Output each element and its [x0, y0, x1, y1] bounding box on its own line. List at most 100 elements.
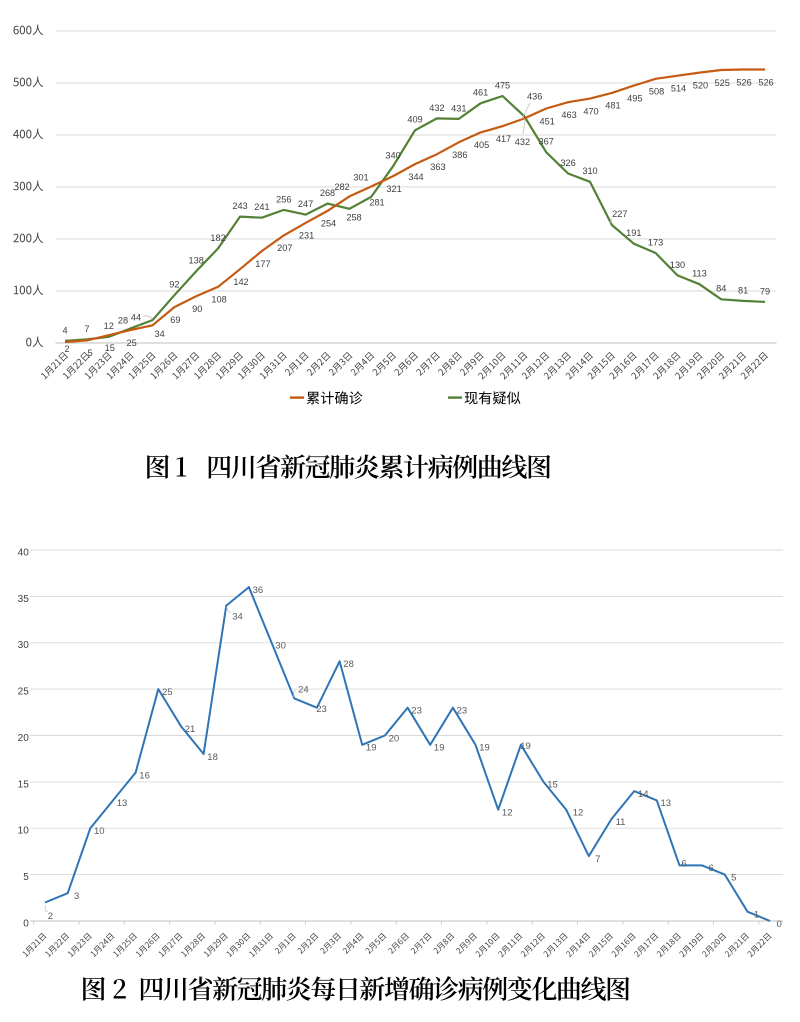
- svg-text:25: 25: [18, 687, 30, 698]
- svg-text:451: 451: [540, 116, 555, 126]
- svg-text:12: 12: [502, 808, 513, 819]
- svg-text:34: 34: [232, 611, 243, 622]
- svg-text:79: 79: [760, 286, 770, 296]
- svg-text:0: 0: [23, 918, 29, 929]
- svg-text:113: 113: [692, 269, 707, 279]
- svg-text:207: 207: [277, 243, 292, 253]
- svg-text:25: 25: [126, 338, 136, 348]
- svg-text:363: 363: [430, 162, 445, 172]
- svg-text:81: 81: [738, 285, 748, 295]
- svg-text:340: 340: [385, 151, 400, 161]
- svg-text:5: 5: [23, 872, 29, 883]
- svg-text:191: 191: [626, 228, 641, 238]
- svg-text:19: 19: [366, 743, 377, 754]
- svg-text:7: 7: [84, 324, 89, 334]
- svg-text:18: 18: [207, 752, 218, 763]
- svg-text:10: 10: [18, 826, 30, 837]
- svg-text:417: 417: [496, 134, 511, 144]
- svg-text:6: 6: [708, 863, 713, 874]
- svg-text:23: 23: [411, 706, 422, 717]
- svg-text:463: 463: [561, 110, 576, 120]
- svg-text:241: 241: [254, 202, 269, 212]
- svg-text:386: 386: [452, 150, 467, 160]
- svg-text:495: 495: [627, 93, 642, 103]
- svg-text:23: 23: [316, 704, 327, 715]
- svg-text:16: 16: [139, 770, 150, 781]
- svg-text:256: 256: [276, 194, 291, 204]
- svg-text:470: 470: [583, 106, 598, 116]
- svg-text:69: 69: [170, 315, 180, 325]
- svg-text:25: 25: [162, 687, 173, 698]
- svg-text:130: 130: [670, 260, 685, 270]
- svg-text:431: 431: [451, 103, 466, 113]
- svg-text:28: 28: [343, 659, 354, 670]
- svg-text:247: 247: [298, 199, 313, 209]
- svg-text:24: 24: [298, 685, 309, 696]
- svg-text:461: 461: [473, 88, 488, 98]
- svg-text:19: 19: [479, 743, 490, 754]
- svg-text:526: 526: [758, 77, 773, 87]
- svg-text:108: 108: [211, 295, 226, 305]
- svg-text:227: 227: [612, 209, 627, 219]
- svg-text:15: 15: [547, 780, 558, 791]
- svg-text:30: 30: [18, 640, 30, 651]
- svg-text:409: 409: [407, 115, 422, 125]
- svg-text:13: 13: [661, 798, 672, 809]
- svg-text:12: 12: [573, 807, 584, 818]
- svg-text:282: 282: [334, 182, 349, 192]
- svg-text:525: 525: [715, 78, 730, 88]
- svg-text:28: 28: [118, 315, 128, 325]
- svg-text:19: 19: [520, 741, 531, 752]
- svg-text:481: 481: [605, 101, 620, 111]
- svg-text:436: 436: [527, 92, 542, 102]
- svg-text:173: 173: [648, 237, 663, 247]
- svg-text:367: 367: [539, 137, 554, 147]
- svg-text:326: 326: [560, 158, 575, 168]
- svg-text:432: 432: [429, 103, 444, 113]
- svg-text:514: 514: [671, 84, 686, 94]
- svg-text:182: 182: [210, 233, 225, 243]
- svg-text:321: 321: [386, 184, 401, 194]
- svg-text:40: 40: [18, 547, 30, 558]
- svg-text:36: 36: [253, 585, 264, 596]
- svg-text:310: 310: [582, 166, 597, 176]
- svg-text:405: 405: [474, 140, 489, 150]
- svg-text:301: 301: [353, 172, 368, 182]
- svg-text:0: 0: [776, 919, 781, 930]
- svg-text:7: 7: [595, 854, 600, 865]
- svg-text:1: 1: [754, 910, 759, 921]
- svg-text:526: 526: [736, 77, 751, 87]
- svg-text:520: 520: [693, 80, 708, 90]
- svg-text:5: 5: [87, 348, 92, 358]
- svg-text:3: 3: [74, 891, 79, 902]
- svg-text:11: 11: [616, 817, 626, 828]
- svg-text:344: 344: [408, 172, 423, 182]
- svg-text:243: 243: [232, 201, 247, 211]
- svg-text:20: 20: [389, 733, 400, 744]
- svg-text:20: 20: [18, 733, 30, 744]
- svg-text:258: 258: [346, 212, 361, 222]
- svg-text:281: 281: [369, 197, 384, 207]
- svg-text:508: 508: [649, 87, 664, 97]
- svg-text:15: 15: [18, 779, 30, 790]
- svg-text:142: 142: [233, 277, 248, 287]
- svg-text:34: 34: [154, 329, 164, 339]
- svg-text:4: 4: [62, 325, 67, 335]
- svg-text:254: 254: [321, 219, 336, 229]
- svg-text:268: 268: [320, 188, 335, 198]
- svg-text:35: 35: [18, 594, 30, 605]
- svg-text:432: 432: [515, 137, 530, 147]
- svg-text:475: 475: [495, 80, 510, 90]
- svg-text:23: 23: [457, 706, 468, 717]
- svg-text:177: 177: [255, 259, 270, 269]
- svg-text:5: 5: [731, 872, 736, 883]
- svg-text:2: 2: [48, 911, 53, 922]
- svg-text:138: 138: [189, 256, 204, 266]
- svg-text:12: 12: [104, 321, 114, 331]
- svg-text:6: 6: [681, 859, 686, 870]
- svg-text:231: 231: [299, 231, 314, 241]
- svg-text:10: 10: [94, 826, 105, 837]
- svg-text:84: 84: [716, 284, 726, 294]
- svg-text:15: 15: [105, 343, 115, 353]
- svg-text:21: 21: [185, 724, 196, 735]
